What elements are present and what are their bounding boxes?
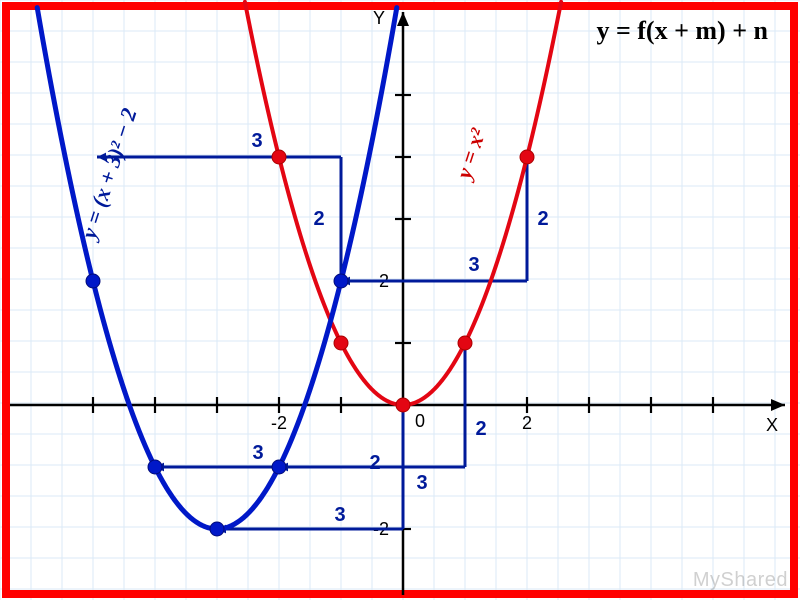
svg-text:3: 3	[252, 442, 263, 464]
svg-text:X: X	[766, 415, 778, 435]
grid	[0, 0, 800, 600]
svg-text:0: 0	[415, 411, 425, 431]
shift-arrows: 2 3 2 3 2 3 2 3 3	[97, 130, 549, 533]
svg-text:3: 3	[468, 254, 479, 276]
svg-text:2: 2	[475, 418, 486, 440]
svg-text:y = (x + 3)² − 2: y = (x + 3)² − 2	[75, 105, 142, 244]
svg-text:-2: -2	[271, 413, 287, 433]
math-graph-figure: { "figure": { "type": "line", "width_px"…	[0, 0, 800, 600]
svg-text:2: 2	[537, 208, 548, 230]
plot-svg: 2-22-20XY232323233y = x²y = (x + 3)² − 2	[0, 0, 800, 600]
svg-text:2: 2	[369, 452, 380, 474]
svg-text:2: 2	[522, 413, 532, 433]
curves: y = x²y = (x + 3)² − 2	[37, 2, 561, 529]
axes: 2-22-20XY	[10, 8, 785, 595]
svg-text:3: 3	[251, 130, 262, 152]
svg-text:Y: Y	[373, 8, 385, 28]
svg-text:2: 2	[313, 208, 324, 230]
svg-text:3: 3	[334, 504, 345, 526]
svg-text:3: 3	[416, 472, 427, 494]
